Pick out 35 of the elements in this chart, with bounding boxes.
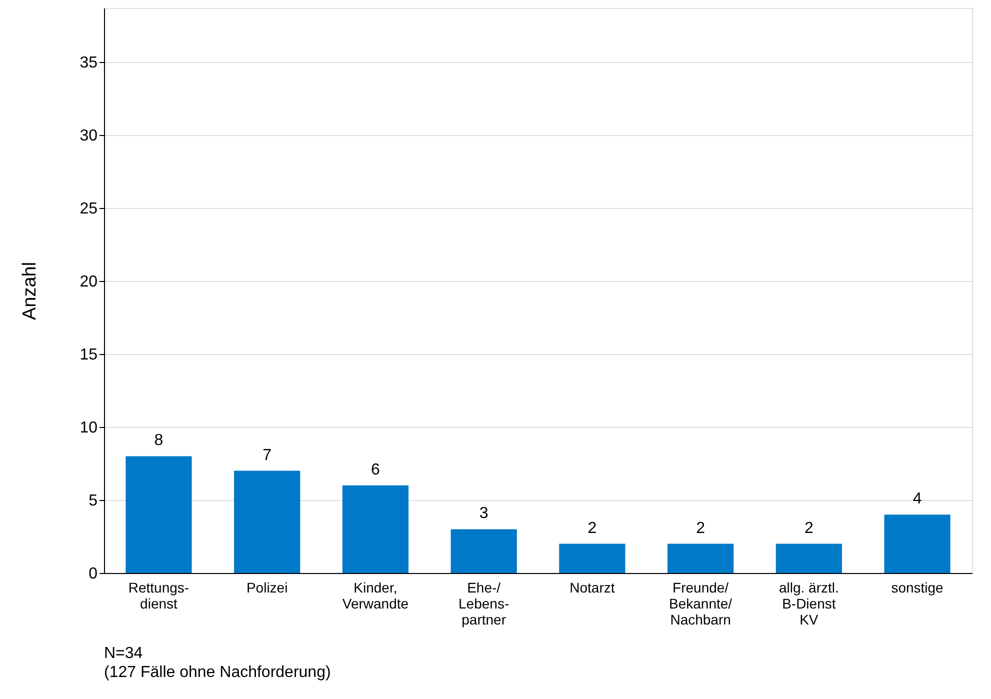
y-tick-label: 15: [80, 346, 98, 364]
data-label: 6: [371, 461, 380, 478]
x-tick-label: Polizei: [246, 580, 288, 596]
text: (127 Fälle ohne Nachforderung): [104, 664, 331, 681]
bar: [776, 544, 842, 573]
text: N=34: [104, 645, 143, 662]
bar: [559, 544, 626, 573]
bar: [342, 485, 409, 573]
x-tick-label: Rettungs- dienst: [128, 580, 190, 612]
x-tick-label: sonstige: [891, 580, 944, 596]
data-label: 2: [804, 520, 814, 537]
data-label: 4: [912, 490, 922, 508]
y-tick-label: 20: [80, 274, 98, 291]
y-tick-label: 25: [80, 200, 98, 218]
y-axis-title: Anzahl: [20, 262, 41, 320]
bar: [234, 470, 300, 573]
y-tick-label: 30: [80, 128, 98, 145]
x-tick-label: Notarzt: [570, 580, 615, 596]
bar: [884, 514, 950, 573]
data-label: 8: [154, 432, 164, 450]
data-label: 2: [588, 520, 597, 537]
data-label: 3: [479, 505, 488, 522]
x-tick-label: Freunde/ Bekannte/ Nachbarn: [669, 580, 732, 628]
x-tick-label: Kinder, Verwandte: [342, 580, 409, 612]
y-tick-label: 5: [88, 492, 98, 510]
bar: [126, 456, 192, 573]
data-label: 7: [262, 446, 272, 464]
x-tick-label: allg. ärztl. B-Dienst KV: [778, 580, 839, 628]
bar: [667, 544, 734, 573]
y-tick-label: 0: [88, 566, 98, 582]
y-tick-label: 35: [80, 54, 98, 72]
data-label: 2: [696, 520, 706, 537]
y-tick-label: 10: [80, 420, 98, 437]
x-tick-label: Ehe-/ Lebens- partner: [458, 580, 510, 628]
bar: [450, 529, 517, 573]
